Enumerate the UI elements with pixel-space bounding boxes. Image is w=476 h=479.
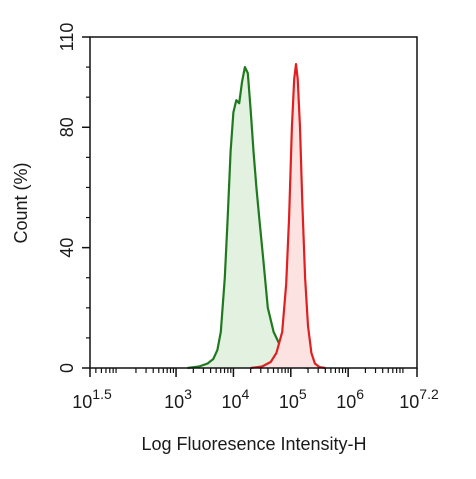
y-tick-label-80: 80 [57, 117, 77, 137]
x-tick-label-1.5: 101.5 [72, 386, 112, 412]
x-tick-label-3: 103 [164, 386, 192, 412]
x-tick-label-4: 104 [222, 386, 250, 412]
ticks-layer: 0 40 80 110 101.5 103 104 105 106 107.2 [57, 23, 439, 412]
series-2-area [250, 64, 326, 368]
y-tick-label-110: 110 [57, 23, 77, 52]
plot-frame [89, 36, 418, 369]
series-2-line [250, 62, 326, 370]
y-axis-label: Count (%) [11, 162, 31, 243]
y-tick-label-40: 40 [57, 238, 77, 258]
x-tick-label-7.2: 107.2 [399, 386, 439, 412]
x-tick-label-5: 105 [279, 386, 307, 412]
series-layer [187, 62, 326, 370]
series-1-area [187, 67, 308, 368]
y-tick-label-0: 0 [57, 363, 77, 373]
x-axis-label: Log Fluoresence Intensity-H [141, 434, 366, 454]
x-tick-label-6: 106 [336, 386, 364, 412]
